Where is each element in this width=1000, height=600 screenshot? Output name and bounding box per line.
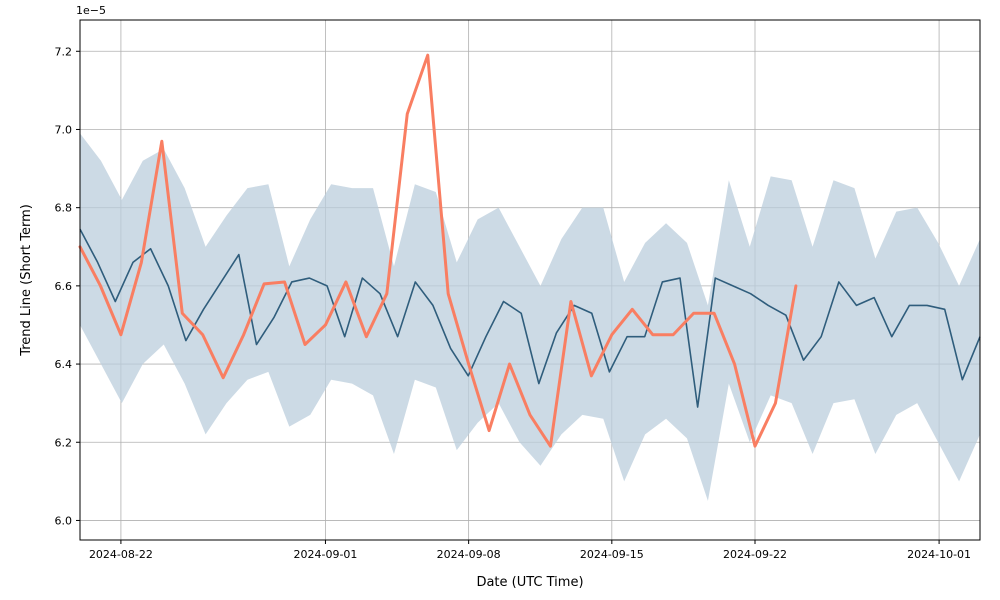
svg-text:2024-09-15: 2024-09-15 <box>580 548 644 561</box>
chart-svg: 6.0 6.2 6.4 6.6 6.8 7.0 7.2 2024-08-22 2024-09-0… <box>0 0 1000 600</box>
svg-text:Trend Line (Short Term): Trend Line (Short Term) <box>19 204 34 357</box>
trend-chart: 6.0 6.2 6.4 6.6 6.8 7.0 7.2 2024-08-22 2024-09-0… <box>0 0 1000 600</box>
svg-text:2024-08-22: 2024-08-22 <box>89 548 153 561</box>
svg-text:1e−5: 1e−5 <box>76 4 106 17</box>
svg-text:7.2: 7.2 <box>55 45 73 58</box>
svg-text:6.8: 6.8 <box>55 202 73 215</box>
svg-text:6.0: 6.0 <box>55 514 73 527</box>
svg-text:6.2: 6.2 <box>55 436 73 449</box>
svg-text:2024-09-08: 2024-09-08 <box>437 548 501 561</box>
svg-text:6.4: 6.4 <box>55 358 73 371</box>
svg-text:2024-10-01: 2024-10-01 <box>907 548 971 561</box>
svg-text:7.0: 7.0 <box>55 123 73 136</box>
svg-text:6.6: 6.6 <box>55 280 73 293</box>
svg-text:2024-09-22: 2024-09-22 <box>723 548 787 561</box>
svg-text:2024-09-01: 2024-09-01 <box>293 548 357 561</box>
svg-text:Date (UTC Time): Date (UTC Time) <box>476 575 583 590</box>
